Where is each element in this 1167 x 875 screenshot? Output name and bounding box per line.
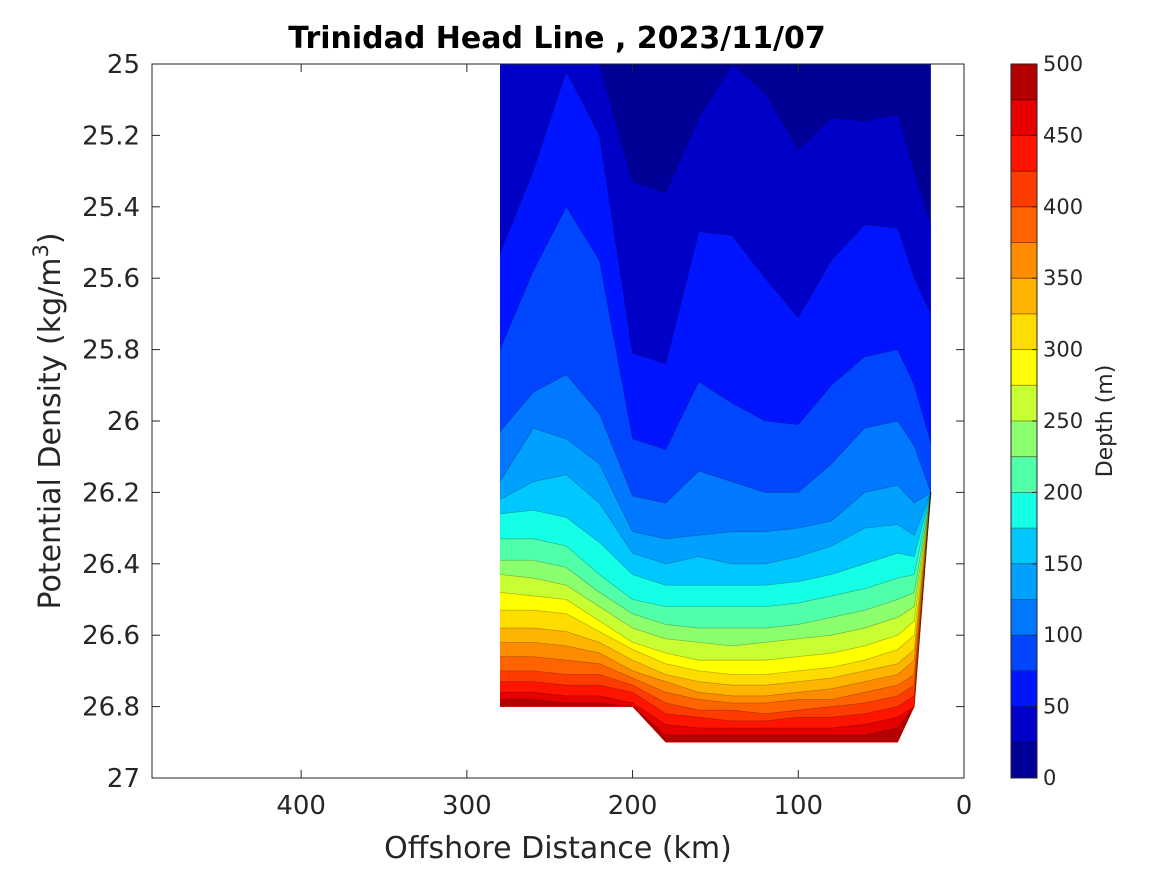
x-axis-ticks: 400 300 200 100 0 xyxy=(276,64,972,821)
colorbar-swatch-400m xyxy=(1011,171,1037,208)
colorbar-swatch-50m xyxy=(1011,670,1037,708)
contour-line-400m xyxy=(500,492,932,715)
colorbar-swatch-375m xyxy=(1011,206,1037,243)
y-tick-label: 25.2 xyxy=(82,121,140,151)
y-axis-label-main: Potential Density (kg/m xyxy=(33,258,68,610)
y-tick-label: 27 xyxy=(107,764,140,794)
y-tick-label: 25 xyxy=(107,50,140,80)
contour-line-125m xyxy=(499,427,932,540)
contour-fill-layer xyxy=(499,64,932,743)
contour-line-75m xyxy=(499,205,932,451)
y-tick-label: 26.4 xyxy=(82,550,140,580)
colorbar-swatch-325m xyxy=(1011,278,1037,315)
colorbar-swatch-225m xyxy=(1011,421,1037,458)
colorbar-tick-label: 350 xyxy=(1043,266,1083,290)
y-tick-label: 26.6 xyxy=(82,621,140,651)
contour-line-275m xyxy=(499,492,932,661)
colorbar-tick-label: 300 xyxy=(1043,338,1083,362)
contour-line-300m xyxy=(500,492,932,675)
colorbar-tick-label: 100 xyxy=(1043,623,1083,647)
contour-line-200m xyxy=(500,492,932,608)
colorbar-swatch-425m xyxy=(1011,135,1037,172)
colorbar-tick-label: 500 xyxy=(1043,52,1083,76)
y-axis-label-superscript: 3 xyxy=(29,244,53,257)
colorbar-tick-label: 200 xyxy=(1043,480,1083,504)
contour-line-50m xyxy=(499,70,932,365)
x-tick-label: 200 xyxy=(608,791,658,821)
contour-line-450m xyxy=(500,492,932,729)
colorbar-swatch-0m xyxy=(1011,742,1037,779)
contour-line-375m xyxy=(500,492,932,704)
y-axis-ticks: 25 25.2 25.4 25.6 25.8 26 26.2 26.4 26.6 26.8 27 xyxy=(82,50,964,794)
colorbar-swatch-475m xyxy=(1011,64,1037,101)
contour-line-100m xyxy=(499,374,932,504)
chart-title: Trinidad Head Line , 2023/11/07 xyxy=(288,21,825,56)
contour-line-350m xyxy=(500,492,932,697)
contour-line-150m xyxy=(499,474,932,565)
x-tick-label: 100 xyxy=(773,791,823,821)
colorbar-tick-label: 0 xyxy=(1043,766,1056,790)
colorbar-tick-label: 150 xyxy=(1043,552,1083,576)
colorbar-swatch-100m xyxy=(1011,599,1037,636)
contour-band-400m xyxy=(500,492,931,743)
colorbar-swatch-250m xyxy=(1011,385,1037,422)
y-tick-label: 25.4 xyxy=(82,193,140,223)
x-tick-label: 300 xyxy=(442,791,492,821)
colorbar-swatch-350m xyxy=(1011,242,1037,279)
y-tick-label: 26.8 xyxy=(82,693,140,723)
y-tick-label: 25.8 xyxy=(82,336,140,366)
x-axis-label: Offshore Distance (km) xyxy=(384,831,732,866)
colorbar-swatch-75m xyxy=(1011,635,1037,672)
colorbar-swatch-25m xyxy=(1011,706,1037,743)
colorbar-tick-label: 250 xyxy=(1043,409,1083,433)
y-tick-label: 25.6 xyxy=(82,264,140,294)
colorbar-label: Depth (m) xyxy=(1093,365,1118,478)
colorbar-swatch-175m xyxy=(1011,492,1037,529)
colorbar-tick-label: 50 xyxy=(1043,695,1070,719)
colorbar-swatch-450m xyxy=(1011,99,1037,136)
colorbar-swatch-275m xyxy=(1011,349,1037,386)
contour-line-475m xyxy=(500,492,932,736)
contour-line-425m xyxy=(500,492,932,722)
y-axis-label: Potential Density (kg/m3) xyxy=(29,232,68,609)
contour-line-25m xyxy=(500,64,932,225)
colorbar-tick-label: 400 xyxy=(1043,195,1083,219)
colorbar-swatch-200m xyxy=(1011,456,1037,493)
colorbar-swatch-150m xyxy=(1011,528,1037,565)
colorbar: 0 50 100 150 200 250 300 350 400 450 500 xyxy=(1010,52,1083,790)
contour-band-425m xyxy=(500,492,931,743)
colorbar-tick-label: 450 xyxy=(1043,123,1083,147)
contour-line-175m xyxy=(499,492,932,586)
y-tick-label: 26.2 xyxy=(82,478,140,508)
contour-line-325m xyxy=(500,492,932,686)
contour-line-225m xyxy=(500,492,932,629)
y-axis-label-close: ) xyxy=(33,232,68,244)
contour-line-250m xyxy=(499,492,932,647)
colorbar-swatch-125m xyxy=(1011,563,1037,600)
y-tick-label: 26 xyxy=(107,407,140,437)
x-tick-label: 400 xyxy=(276,791,326,821)
colorbar-swatch-300m xyxy=(1011,313,1037,351)
x-tick-label: 0 xyxy=(956,791,973,821)
